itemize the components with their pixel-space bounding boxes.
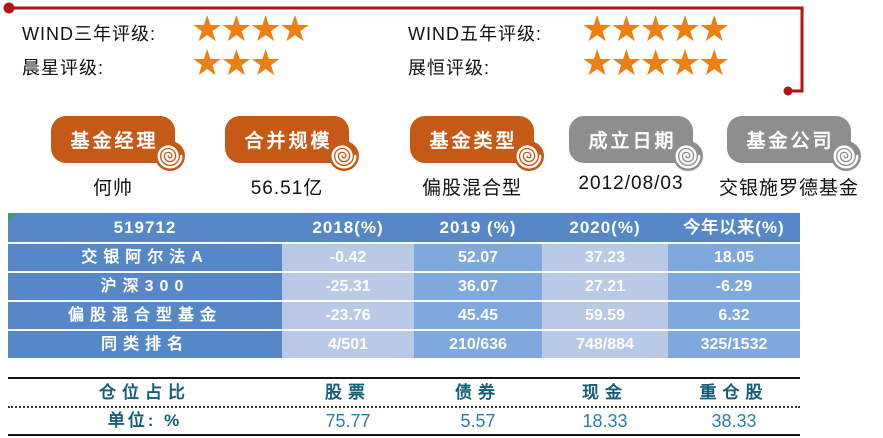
cell-2019: 210/636 — [414, 331, 542, 358]
stars-morningstar: ★★★ — [191, 42, 282, 83]
fund-type-value: 偏股混合型 — [421, 178, 522, 199]
cell-ytd: 18.05 — [668, 244, 800, 271]
badge-label-text: 基金类型 — [429, 131, 518, 152]
badge-label-text: 成立日期 — [588, 131, 677, 152]
red-bracket-line — [3, 2, 804, 96]
position-table-header-row: 仓位占比 股票 债券 现金 重仓股 — [8, 379, 800, 408]
stars-zhanheng: ★★★★★ — [581, 42, 730, 83]
cell-2018: -0.42 — [282, 244, 414, 271]
badge-label: 成立日期 — [569, 116, 703, 171]
badge-label: 基金公司 — [727, 116, 861, 171]
spiral-icon — [830, 141, 861, 171]
badge-fund-type: 基金类型 偏股混合型 — [380, 116, 564, 200]
spiral-icon — [154, 141, 185, 171]
cell-ytd: 6.32 — [668, 302, 800, 329]
row-label: 同类排名 — [8, 331, 282, 358]
cell-2019: 36.07 — [414, 273, 542, 300]
row-label: 偏股混合型基金 — [8, 302, 282, 329]
rating-label-wind-3y: WIND三年评级: — [22, 24, 156, 44]
corner-marker-icon — [8, 213, 16, 221]
badge-label-text: 基金公司 — [746, 131, 835, 152]
inception-date-value: 2012/08/03 — [578, 173, 684, 194]
stars-wind-5y: ★★★★★ — [581, 8, 730, 49]
row-label: 交银阿尔法A — [8, 244, 282, 271]
cash-value: 18.33 — [582, 411, 628, 431]
cell-2020: 37.23 — [542, 244, 668, 271]
performance-table-header-row: 519712 2018(%) 2019 (%) 2020(%) 今年以来(%) — [8, 213, 800, 242]
stars-wind-3y: ★★★★ — [191, 8, 311, 49]
badge-fund-size: 合并规模 56.51亿 — [195, 116, 379, 200]
header-2018: 2018(%) — [282, 213, 414, 242]
cell-2018: -23.76 — [282, 302, 414, 329]
bonds-value: 5.57 — [460, 411, 496, 431]
stocks-value: 75.77 — [325, 411, 371, 431]
header-position-ratio: 仓位占比 — [99, 383, 191, 402]
rating-label-morningstar: 晨星评级: — [22, 58, 105, 78]
fund-size-value: 56.51亿 — [250, 178, 324, 199]
badge-fund-company: 基金公司 交银施罗德基金 — [697, 116, 881, 200]
cell-2018: 4/501 — [282, 331, 414, 358]
header-cash: 现金 — [582, 383, 628, 402]
cell-2020: 59.59 — [542, 302, 668, 329]
cell-ytd: -6.29 — [668, 273, 800, 300]
header-fund-code: 519712 — [8, 213, 282, 242]
badge-label: 合并规模 — [225, 116, 359, 171]
spiral-icon — [672, 141, 703, 171]
table-row-rank: 同类排名 4/501 210/636 748/884 325/1532 — [8, 331, 800, 358]
header-bonds: 债券 — [455, 383, 501, 402]
badge-label-text: 基金经理 — [70, 131, 159, 152]
header-stocks: 股票 — [325, 383, 371, 402]
badge-label: 基金类型 — [410, 116, 544, 171]
cell-2018: -25.31 — [282, 273, 414, 300]
header-2020: 2020(%) — [542, 213, 668, 242]
performance-table: 519712 2018(%) 2019 (%) 2020(%) 今年以来(%) … — [8, 213, 800, 360]
rating-label-zhanheng: 展恒评级: — [408, 58, 491, 78]
badge-inception-date: 成立日期 2012/08/03 — [539, 116, 723, 195]
table-row-benchmark: 沪深300 -25.31 36.07 27.21 -6.29 — [8, 273, 800, 300]
badge-label-text: 合并规模 — [244, 131, 333, 152]
spiral-icon — [328, 141, 359, 171]
header-2019: 2019 (%) — [414, 213, 542, 242]
cell-ytd: 325/1532 — [668, 331, 800, 358]
badge-fund-manager: 基金经理 何帅 — [21, 116, 205, 200]
row-label: 沪深300 — [8, 273, 282, 300]
cell-2020: 748/884 — [542, 331, 668, 358]
header-ytd: 今年以来(%) — [668, 213, 800, 242]
cell-2019: 52.07 — [414, 244, 542, 271]
cell-2019: 45.45 — [414, 302, 542, 329]
header-top-holdings: 重仓股 — [699, 383, 769, 402]
fund-company-value: 交银施罗德基金 — [718, 178, 859, 199]
unit-label: 单位: % — [107, 411, 183, 430]
rating-label-wind-5y: WIND五年评级: — [408, 24, 542, 44]
badge-label: 基金经理 — [51, 116, 185, 171]
position-table-value-row: 单位: % 75.77 5.57 18.33 38.33 — [8, 408, 800, 434]
cell-2020: 27.21 — [542, 273, 668, 300]
position-table: 仓位占比 股票 债券 现金 重仓股 单位: % 75.77 5.57 18.33… — [8, 377, 800, 436]
table-row-category: 偏股混合型基金 -23.76 45.45 59.59 6.32 — [8, 302, 800, 329]
table-row-fund: 交银阿尔法A -0.42 52.07 37.23 18.05 — [8, 244, 800, 271]
top-holdings-value: 38.33 — [711, 411, 757, 431]
spiral-icon — [513, 141, 544, 171]
fund-manager-value: 何帅 — [92, 178, 133, 199]
